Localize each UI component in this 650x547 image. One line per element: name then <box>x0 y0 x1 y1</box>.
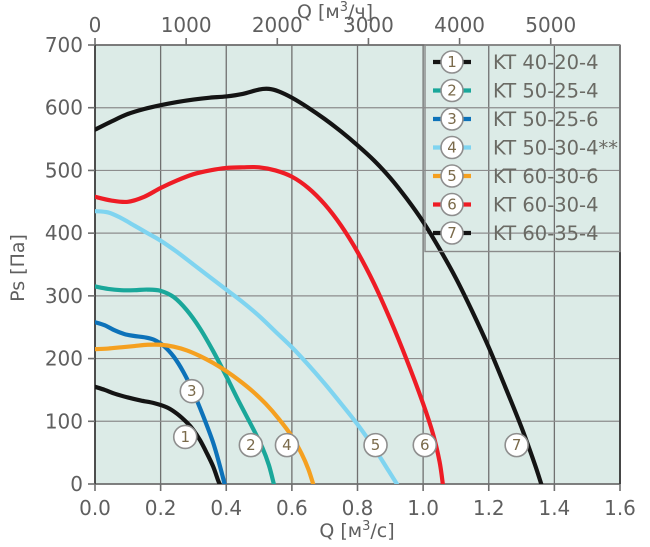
x-axis-title-bottom-sup: 3 <box>362 519 370 534</box>
legend-marker-number-2: 2 <box>447 82 457 100</box>
y-tick-label: 600 <box>45 96 83 120</box>
x-axis-title-top: Q [м3/ч] <box>297 0 373 23</box>
curve-marker-circle-2 <box>238 432 264 458</box>
x-tick-label-top: 1000 <box>161 13 212 37</box>
y-tick-label: 0 <box>70 472 83 496</box>
x-axis-title-top-main: Q [м <box>297 1 340 23</box>
legend-marker-circle-6 <box>440 192 464 217</box>
legend-item-6[interactable]: 6 KT 60-30-4 <box>433 192 599 217</box>
curves-group <box>95 86 544 484</box>
x-tick-label-top: 3000 <box>343 13 394 37</box>
y-tick-label: 500 <box>45 158 83 182</box>
curve-marker-circle-1 <box>172 424 198 450</box>
curve-marker-circle-4 <box>274 432 300 458</box>
legend-border <box>424 44 621 253</box>
y-tick-label: 400 <box>45 221 83 245</box>
legend-item-5[interactable]: 5 KT 60-30-6 <box>433 164 599 188</box>
x-tick-label-bottom: 0.8 <box>342 496 374 520</box>
x-tick-label-top: 4000 <box>434 13 485 37</box>
legend-label-1: KT 40-20-4 <box>493 51 599 74</box>
x-axis-title-top-sup: 3 <box>340 0 348 15</box>
x-tick-label-bottom: 1.2 <box>473 496 505 520</box>
x-axis-title-bottom-main: Q [м <box>319 520 362 542</box>
x-tick-label-bottom: 1.6 <box>604 496 636 520</box>
legend-item-4[interactable]: 4 KT 50-30-4** <box>433 135 618 160</box>
legend-marker-circle-7 <box>440 221 464 245</box>
x-tick-label-bottom: 1.0 <box>407 496 439 520</box>
legend: 1 KT 40-20-4 2 KT 50-25-4 3 KT 50-25-6 4 KT 50-… <box>424 44 621 253</box>
x-tick-label-bottom: 0.4 <box>210 496 242 520</box>
curve-marker-5: 5 <box>363 432 388 458</box>
curve-marker-circle-7 <box>504 432 529 458</box>
y-axis-title: Ps [Па] <box>7 234 29 302</box>
curve-marker-2: 2 <box>238 432 264 458</box>
legend-marker-number-5: 5 <box>447 167 457 185</box>
legend-marker-circle-1 <box>440 50 464 74</box>
curve-marker-1: 1 <box>172 424 198 450</box>
legend-label-7: KT 60-35-4 <box>493 222 599 245</box>
curve-marker-label-1: 1 <box>180 428 190 446</box>
legend-item-2[interactable]: 2 KT 50-25-4 <box>433 78 599 103</box>
legend-label-3: KT 50-25-6 <box>493 108 599 131</box>
y-tick-label: 300 <box>45 284 83 308</box>
legend-marker-circle-5 <box>440 164 464 188</box>
x-axis-title-bottom-tail: /с] <box>370 520 394 542</box>
curve-marker-label-4: 4 <box>282 436 292 454</box>
legend-marker-number-3: 3 <box>447 110 457 128</box>
legend-marker-circle-3 <box>440 107 464 131</box>
curve-series-1 <box>95 384 222 484</box>
x-axis-title-top-tail: /ч] <box>348 1 373 23</box>
legend-label-6: KT 60-30-4 <box>493 194 599 217</box>
legend-label-4: KT 50-30-4** <box>493 137 618 160</box>
legend-marker-number-4: 4 <box>447 139 457 157</box>
curve-marker-label-3: 3 <box>187 382 197 400</box>
x-tick-label-bottom: 0.2 <box>145 496 177 520</box>
curve-marker-circle-6 <box>412 432 438 458</box>
legend-item-7[interactable]: 7 KT 60-35-4 <box>433 221 599 245</box>
x-tick-label-top: 2000 <box>252 13 303 37</box>
x-axis-title-bottom: Q [м3/с] <box>319 519 394 542</box>
legend-marker-number-7: 7 <box>447 224 457 242</box>
legend-label-5: KT 60-30-6 <box>493 165 599 188</box>
x-tick-label-top: 0 <box>89 13 102 37</box>
x-tick-label-bottom: 0.6 <box>276 496 308 520</box>
curve-marker-circle-5 <box>363 432 388 458</box>
y-tick-label: 700 <box>45 33 83 57</box>
curve-marker-label-2: 2 <box>246 436 256 454</box>
legend-label-2: KT 50-25-4 <box>493 80 599 103</box>
y-tick-label: 100 <box>45 409 83 433</box>
curve-marker-7: 7 <box>504 432 529 458</box>
curve-marker-4: 4 <box>274 432 300 458</box>
curve-series-7 <box>95 86 544 484</box>
legend-marker-number-6: 6 <box>447 196 457 214</box>
y-tick-label: 200 <box>45 347 83 371</box>
x-tick-label-bottom: 1.4 <box>538 496 570 520</box>
curve-marker-label-5: 5 <box>371 436 381 454</box>
curve-marker-label-6: 6 <box>420 436 430 454</box>
curve-series-6 <box>95 164 445 484</box>
x-tick-label-top: 5000 <box>525 13 576 37</box>
x-tick-label-bottom: 0.0 <box>79 496 111 520</box>
curve-marker-6: 6 <box>412 432 438 458</box>
curve-marker-circle-3 <box>179 378 205 404</box>
legend-item-3[interactable]: 3 KT 50-25-6 <box>433 107 599 131</box>
curve-marker-3: 3 <box>179 378 205 404</box>
curve-marker-label-7: 7 <box>512 436 522 454</box>
legend-marker-circle-2 <box>440 78 464 103</box>
legend-marker-circle-4 <box>440 135 464 160</box>
legend-marker-number-1: 1 <box>447 53 457 71</box>
curve-series-4 <box>95 209 399 484</box>
legend-item-1[interactable]: 1 KT 40-20-4 <box>433 50 599 74</box>
